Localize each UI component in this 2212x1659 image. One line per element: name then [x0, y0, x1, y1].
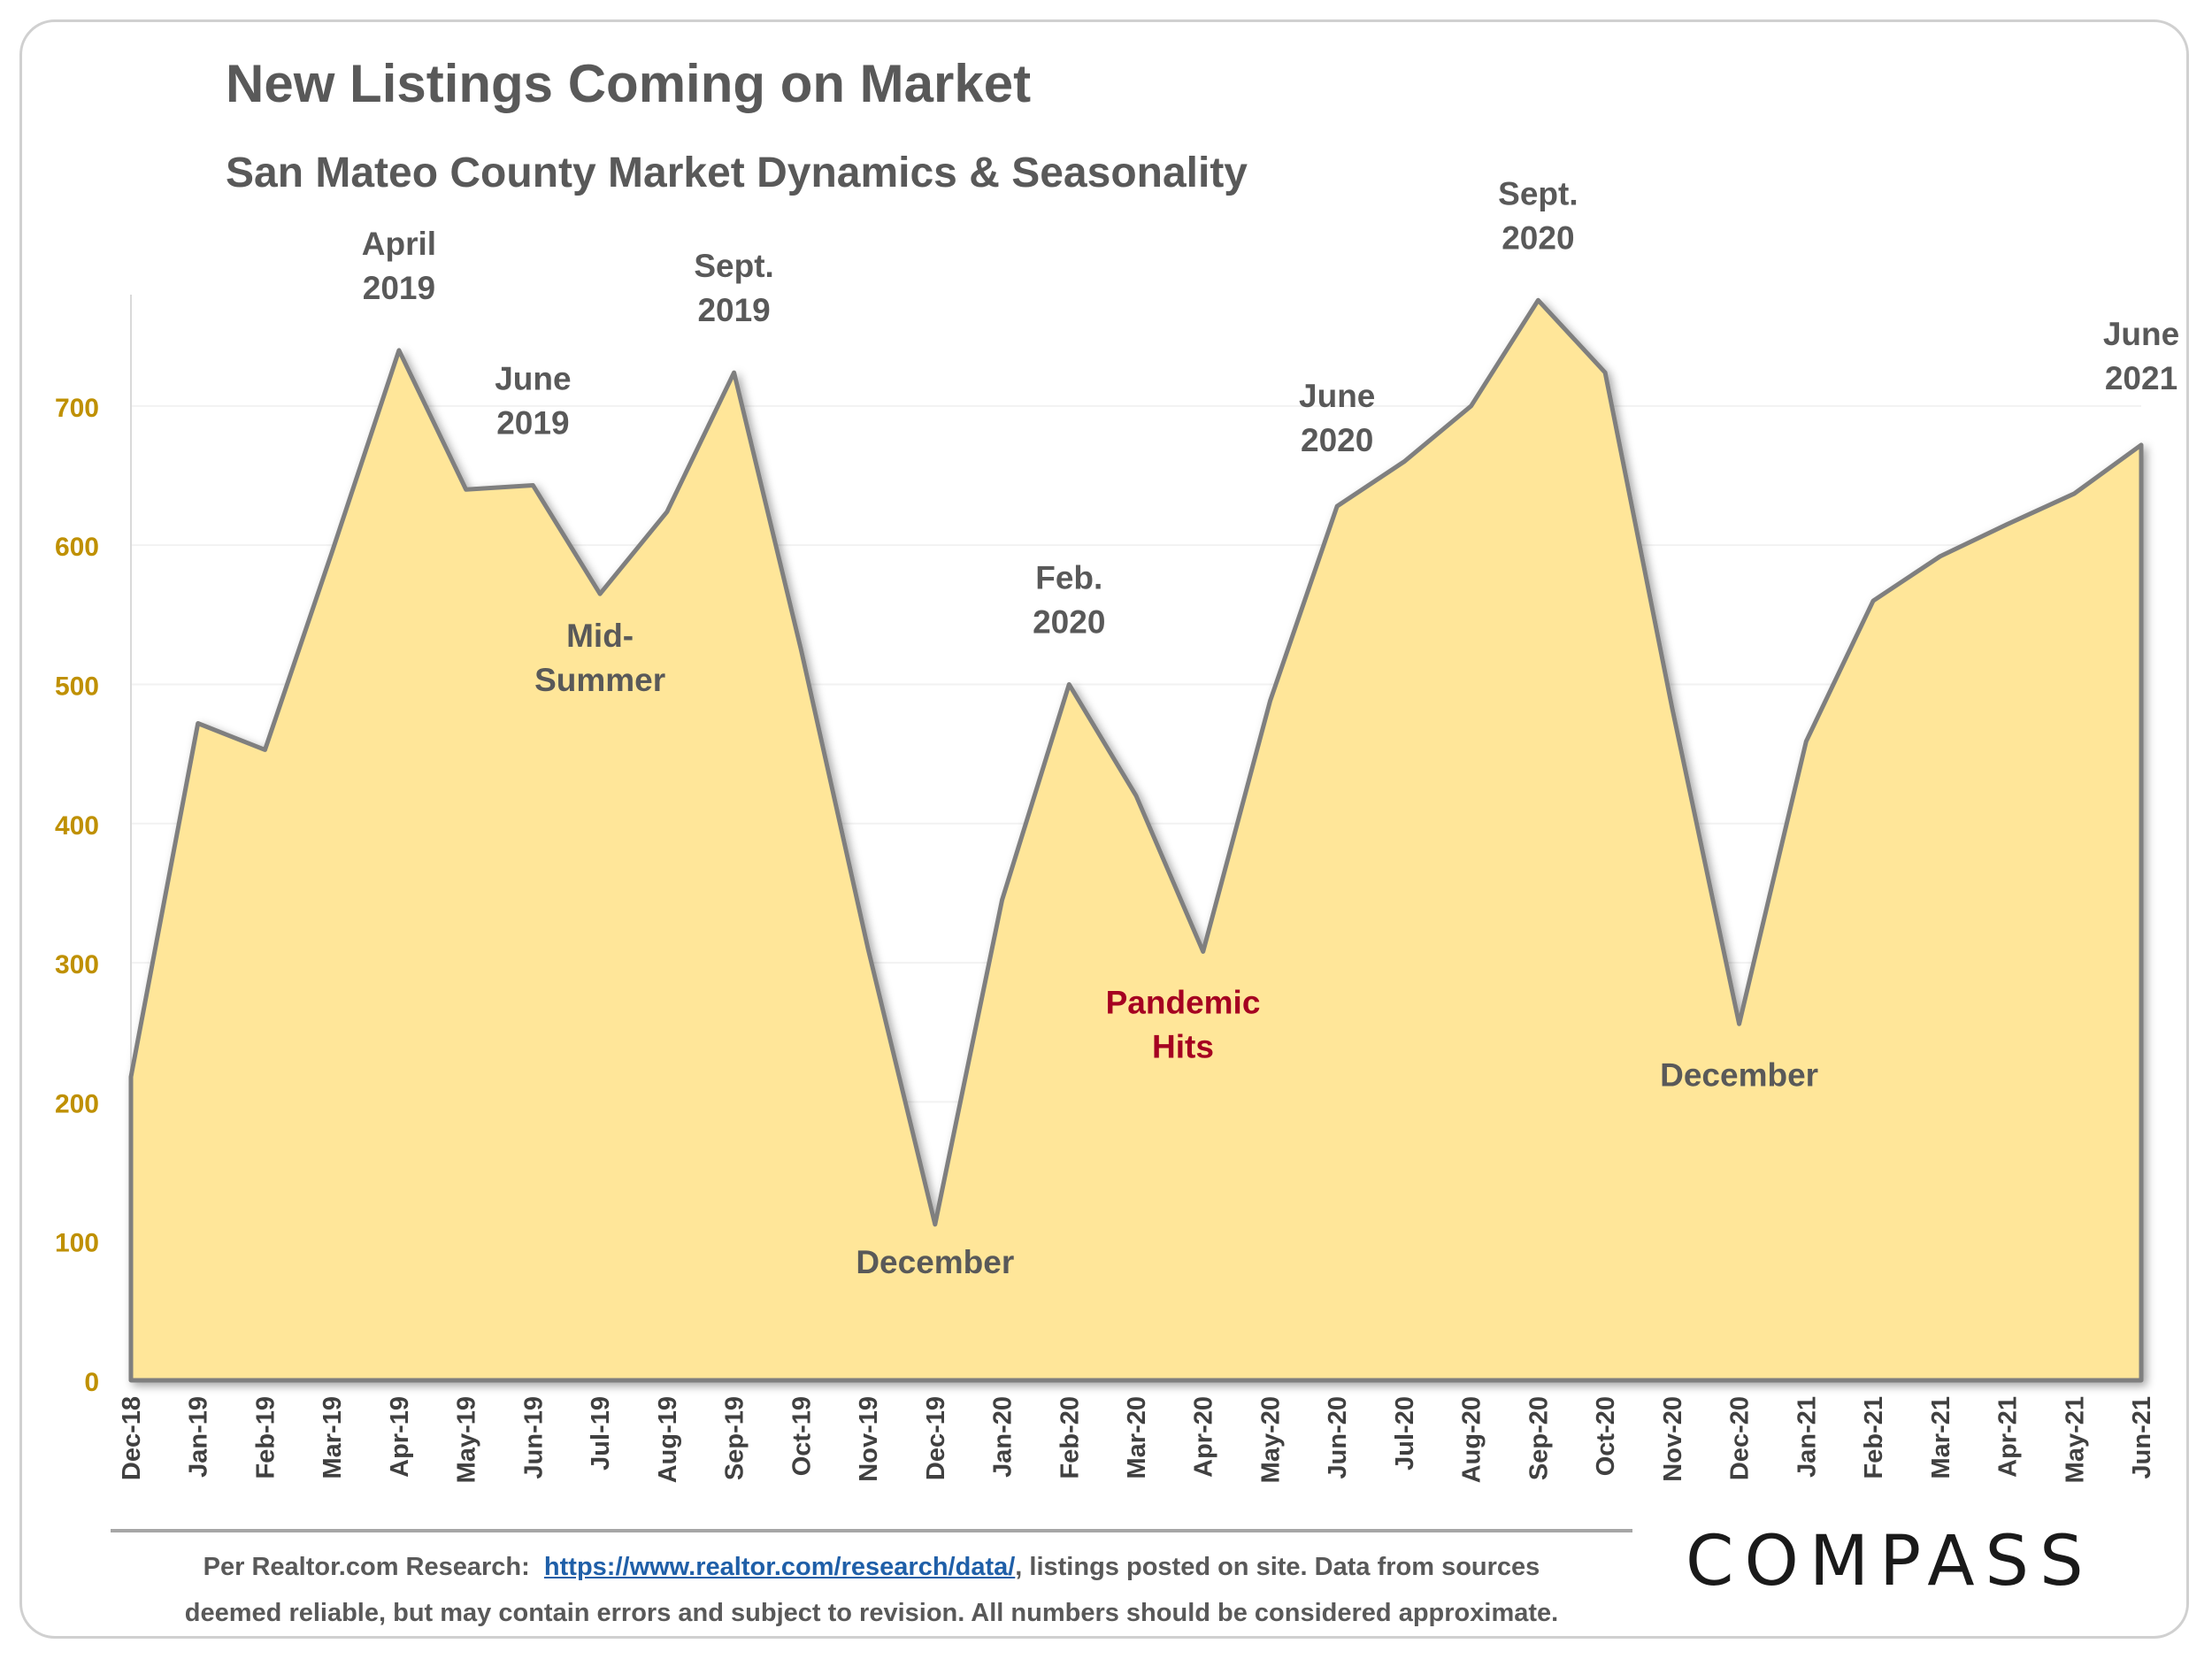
annotation-label: Feb. — [1035, 559, 1102, 595]
x-tick-label: May-21 — [2061, 1396, 2089, 1483]
y-axis-ticks: 0 100 200 300 400 500 600 700 — [55, 394, 99, 1397]
footnote-divider — [111, 1529, 1632, 1532]
x-tick-label: Apr-21 — [1994, 1396, 2023, 1478]
footnote-line-2: deemed reliable, but may contain errors … — [184, 1599, 1559, 1627]
annotation-label: Sept. — [694, 248, 773, 284]
annotation-label: Mid- — [566, 618, 634, 654]
x-tick-label: Jan-20 — [989, 1396, 1018, 1478]
x-tick-label: Jun-19 — [519, 1396, 548, 1479]
annotation-label: Sept. — [1498, 175, 1578, 211]
footnote-line1-rest: , listings posted on site. Data from sou… — [1015, 1553, 1540, 1581]
y-tick-label: 500 — [55, 672, 99, 701]
x-tick-label: May-20 — [1256, 1396, 1285, 1483]
x-tick-label: Jun-20 — [1324, 1396, 1352, 1479]
annotation-label: 2020 — [1033, 603, 1105, 640]
chart-subtitle: San Mateo County Market Dynamics & Seaso… — [226, 150, 1248, 196]
x-tick-label: Dec-20 — [1726, 1396, 1755, 1480]
footnote-link[interactable]: https://www.realtor.com/research/data/ — [543, 1553, 1016, 1581]
annotation-label: December — [856, 1244, 1014, 1280]
annotation-label: June — [2103, 316, 2179, 352]
chart-frame — [19, 19, 2189, 1639]
footnote-prefix: Per Realtor.com Research: — [203, 1553, 530, 1581]
annotation-label: Pandemic — [1106, 984, 1261, 1020]
y-tick-label: 100 — [55, 1229, 99, 1258]
x-tick-label: Sep-19 — [721, 1396, 749, 1480]
x-axis-ticks: Dec-18 Jan-19 Feb-19 Mar-19 Apr-19 May-19 Jun-… — [118, 1396, 2156, 1483]
y-tick-label: 600 — [55, 533, 99, 562]
annotation-label: 2020 — [1502, 219, 1574, 256]
x-tick-label: Mar-19 — [319, 1396, 347, 1479]
y-tick-label: 300 — [55, 950, 99, 979]
annotation-label: June — [495, 361, 571, 397]
x-tick-label: Jan-21 — [1793, 1396, 1821, 1478]
y-tick-label: 0 — [84, 1368, 99, 1397]
y-tick-label: 200 — [55, 1089, 99, 1118]
annotation-label: 2019 — [697, 292, 770, 328]
chart-title: New Listings Coming on Market — [226, 54, 1032, 113]
annotation-label: Hits — [1152, 1028, 1214, 1064]
x-tick-label: Dec-18 — [118, 1396, 146, 1480]
x-tick-label: Jul-19 — [587, 1396, 615, 1471]
x-tick-label: Feb-21 — [1860, 1396, 1888, 1479]
footnote: Per Realtor.com Research: https://www.re… — [111, 1544, 1632, 1636]
footnote-line-1: Per Realtor.com Research: https://www.re… — [111, 1544, 1632, 1590]
annotation-label: 2020 — [1301, 422, 1373, 458]
x-tick-label: Oct-19 — [787, 1396, 816, 1476]
x-tick-label: Aug-19 — [654, 1396, 682, 1483]
x-tick-label: Feb-20 — [1056, 1396, 1084, 1479]
x-tick-label: Jul-20 — [1391, 1396, 1419, 1471]
x-tick-label: Jun-21 — [2128, 1396, 2156, 1479]
y-tick-label: 700 — [55, 394, 99, 423]
x-tick-label: Nov-20 — [1659, 1396, 1687, 1482]
annotation-label: December — [1660, 1056, 1818, 1093]
x-tick-label: Sep-20 — [1525, 1396, 1553, 1480]
x-tick-label: May-19 — [453, 1396, 481, 1483]
area-chart: 0 100 200 300 400 500 600 700 Dec-18 Jan-19 Feb-1… — [55, 175, 2179, 1483]
x-tick-label: Oct-20 — [1592, 1396, 1620, 1476]
x-tick-label: Dec-19 — [922, 1396, 950, 1480]
y-tick-label: 400 — [55, 811, 99, 841]
annotation-label: June — [1299, 378, 1375, 414]
annotations: April 2019 June 2019 Sept. 2019 Mid- Summer Dece… — [362, 175, 2179, 1280]
area-series — [128, 297, 2144, 1383]
area-fill — [128, 297, 2144, 1383]
x-tick-label: Mar-21 — [1927, 1396, 1955, 1479]
compass-logo: COMPASS — [1686, 1522, 2094, 1601]
x-tick-label: Jan-19 — [185, 1396, 213, 1478]
annotation-label: 2019 — [363, 270, 435, 306]
x-tick-label: Feb-19 — [251, 1396, 280, 1479]
annotation-label: 2019 — [496, 405, 569, 442]
x-tick-label: Mar-20 — [1123, 1396, 1151, 1479]
x-tick-label: Apr-20 — [1190, 1396, 1218, 1478]
annotation-label: Summer — [534, 662, 665, 698]
annotation-label: 2021 — [2105, 360, 2177, 396]
x-tick-label: Aug-20 — [1458, 1396, 1486, 1483]
x-tick-label: Nov-19 — [855, 1396, 883, 1482]
x-tick-label: Apr-19 — [386, 1396, 414, 1478]
annotation-label: April — [362, 226, 436, 262]
